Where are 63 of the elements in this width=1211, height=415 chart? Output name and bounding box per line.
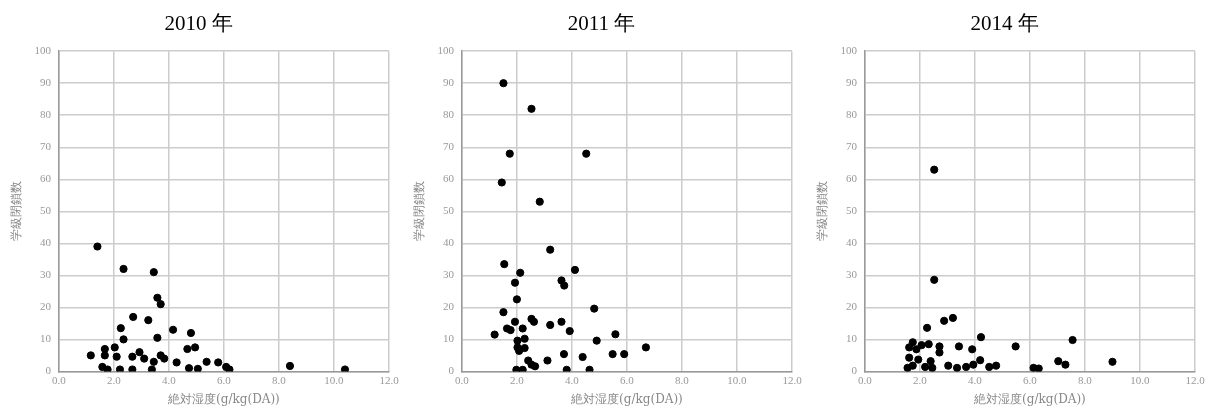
y-tick-label: 90 bbox=[39, 76, 52, 89]
chart-title: 2010 年 bbox=[164, 11, 233, 36]
y-axis-title: 学級閉鎖数 bbox=[815, 181, 830, 242]
y-tick-label: 100 bbox=[34, 44, 52, 57]
y-tick-label: 80 bbox=[845, 108, 858, 121]
y-tick-label: 50 bbox=[845, 204, 858, 217]
y-tick-label: 20 bbox=[39, 300, 52, 313]
y-tick-label: 10 bbox=[39, 332, 52, 345]
y-tick-label: 20 bbox=[845, 300, 858, 313]
y-tick-label: 30 bbox=[442, 268, 455, 281]
y-tick-label: 80 bbox=[39, 108, 52, 121]
y-tick-label: 90 bbox=[442, 76, 455, 89]
x-tick-label: 8.0 bbox=[675, 373, 690, 386]
x-tick-label: 12.0 bbox=[782, 373, 803, 386]
y-tick-label: 40 bbox=[845, 236, 858, 249]
x-tick-label: 10.0 bbox=[1130, 373, 1151, 386]
y-tick-label: 0 bbox=[448, 364, 455, 377]
x-tick-label: 0.0 bbox=[52, 373, 67, 386]
y-tick-label: 30 bbox=[39, 268, 52, 281]
x-tick-label: 4.0 bbox=[968, 373, 983, 386]
x-tick-label: 4.0 bbox=[162, 373, 177, 386]
y-tick-label: 100 bbox=[840, 44, 858, 57]
y-tick-label: 50 bbox=[442, 204, 455, 217]
x-tick-label: 10.0 bbox=[727, 373, 748, 386]
y-tick-label: 0 bbox=[851, 364, 858, 377]
y-tick-label: 60 bbox=[845, 172, 858, 185]
y-tick-label: 20 bbox=[442, 300, 455, 313]
y-tick-label: 40 bbox=[442, 236, 455, 249]
x-tick-label: 6.0 bbox=[217, 373, 232, 386]
x-tick-label: 2.0 bbox=[913, 373, 928, 386]
chart-title: 2014 年 bbox=[970, 11, 1039, 36]
x-axis-title: 絶対湿度(g/kg(DA)) bbox=[167, 391, 280, 406]
y-tick-label: 80 bbox=[442, 108, 455, 121]
y-axis-title: 学級閉鎖数 bbox=[9, 181, 24, 242]
y-tick-label: 0 bbox=[45, 364, 52, 377]
y-tick-label: 90 bbox=[845, 76, 858, 89]
x-tick-label: 12.0 bbox=[1185, 373, 1206, 386]
x-tick-label: 8.0 bbox=[1078, 373, 1093, 386]
y-tick-label: 70 bbox=[442, 140, 455, 153]
y-tick-label: 100 bbox=[437, 44, 455, 57]
y-tick-label: 60 bbox=[39, 172, 52, 185]
x-axis-title: 絶対湿度(g/kg(DA)) bbox=[973, 391, 1086, 406]
y-tick-label: 50 bbox=[39, 204, 52, 217]
x-tick-label: 0.0 bbox=[455, 373, 470, 386]
y-tick-label: 70 bbox=[39, 140, 52, 153]
y-tick-label: 30 bbox=[845, 268, 858, 281]
y-tick-label: 70 bbox=[845, 140, 858, 153]
y-axis-title: 学級閉鎖数 bbox=[412, 181, 427, 242]
x-tick-label: 12.0 bbox=[379, 373, 400, 386]
y-tick-label: 60 bbox=[442, 172, 455, 185]
x-tick-label: 6.0 bbox=[1023, 373, 1038, 386]
x-tick-label: 0.0 bbox=[858, 373, 873, 386]
x-tick-label: 2.0 bbox=[107, 373, 122, 386]
chart-title: 2011 年 bbox=[567, 11, 636, 36]
y-tick-label: 10 bbox=[845, 332, 858, 345]
x-tick-label: 2.0 bbox=[510, 373, 525, 386]
y-tick-label: 40 bbox=[39, 236, 52, 249]
x-tick-label: 8.0 bbox=[272, 373, 287, 386]
x-tick-label: 4.0 bbox=[565, 373, 580, 386]
y-tick-label: 10 bbox=[442, 332, 455, 345]
x-tick-label: 10.0 bbox=[324, 373, 345, 386]
x-tick-label: 6.0 bbox=[620, 373, 635, 386]
x-axis-title: 絶対湿度(g/kg(DA)) bbox=[570, 391, 683, 406]
